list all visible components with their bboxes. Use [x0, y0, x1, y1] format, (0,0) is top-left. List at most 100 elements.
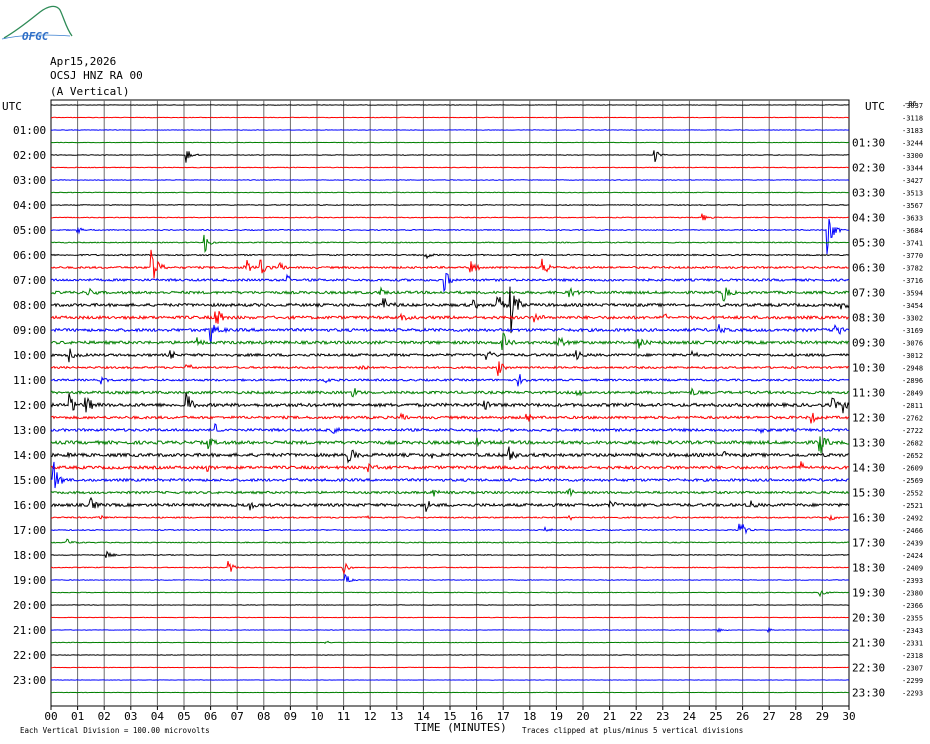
trace-line-11 [50, 234, 850, 254]
left-hour-label: 07:00 [13, 274, 46, 287]
right-top-label: -86 [904, 100, 917, 108]
header-station: OCSJ HNZ RA 00 [50, 69, 143, 82]
x-tick-label: 11 [337, 710, 350, 723]
header-date: Apr15,2026 [50, 55, 116, 68]
right-half-hour-label: 02:30 [852, 162, 885, 175]
left-hour-label: 17:00 [13, 524, 46, 537]
right-half-hour-label: 20:30 [852, 612, 885, 625]
right-half-hour-label: 15:30 [852, 487, 885, 500]
trace-line-32 [50, 496, 850, 512]
right-half-hour-label: 11:30 [852, 387, 885, 400]
trace-offset-label: -3300 [902, 152, 923, 160]
trace-offset-label: -2393 [902, 577, 923, 585]
trace-offset-label: -2609 [902, 465, 923, 473]
trace-offset-label: -2849 [902, 390, 923, 398]
x-tick-label: 02 [98, 710, 111, 723]
trace-offset-label: -3684 [902, 227, 923, 235]
trace-line-9 [50, 213, 850, 221]
trace-offset-label: -2343 [902, 627, 923, 635]
logo-mountain-icon [3, 5, 73, 39]
trace-line-18 [50, 323, 850, 344]
trace-offset-label: -2331 [902, 640, 923, 648]
trace-offset-label: -3716 [902, 277, 923, 285]
trace-offset-label: -3513 [902, 190, 923, 198]
left-hour-label: 11:00 [13, 374, 46, 387]
trace-line-14 [50, 272, 850, 293]
left-hour-label: 23:00 [13, 674, 46, 687]
trace-offset-label: -3567 [902, 202, 923, 210]
trace-line-37 [50, 560, 850, 575]
x-tick-label: 13 [390, 710, 403, 723]
trace-offset-label: -2762 [902, 415, 923, 423]
trace-line-42 [50, 626, 850, 634]
trace-line-5 [50, 166, 850, 169]
left-hour-label: 20:00 [13, 599, 46, 612]
trace-line-43 [50, 640, 850, 644]
right-half-hour-label: 01:30 [852, 137, 885, 150]
trace-offset-label: -2492 [902, 515, 923, 523]
right-half-hour-label: 17:30 [852, 537, 885, 550]
trace-line-39 [50, 590, 850, 598]
trace-offset-label: -3244 [902, 140, 923, 148]
left-hour-label: 15:00 [13, 474, 46, 487]
right-half-hour-label: 12:30 [852, 412, 885, 425]
trace-offset-label: -2380 [902, 590, 923, 598]
trace-line-4 [50, 150, 850, 163]
left-hour-label: 10:00 [13, 349, 46, 362]
trace-line-8 [50, 203, 850, 206]
trace-offset-label: -2521 [902, 502, 923, 510]
trace-offset-label: -2466 [902, 527, 923, 535]
left-hour-label: 12:00 [13, 399, 46, 412]
right-half-hour-label: 06:30 [852, 262, 885, 275]
right-half-hour-label: 13:30 [852, 437, 885, 450]
footer-division-note: Each Vertical Division = 100.00 microvol… [20, 726, 210, 735]
trace-offset-label: -2896 [902, 377, 923, 385]
trace-offset-label: -3782 [902, 265, 923, 273]
trace-line-19 [50, 333, 850, 350]
trace-offset-label: -2948 [902, 365, 923, 373]
x-tick-label: 25 [709, 710, 722, 723]
x-tick-label: 04 [151, 710, 165, 723]
trace-offset-label: -2569 [902, 477, 923, 485]
trace-offset-label: -3427 [902, 177, 923, 185]
x-tick-label: 12 [364, 710, 377, 723]
trace-line-16 [50, 286, 850, 334]
left-hour-label: 22:00 [13, 649, 46, 662]
x-tick-label: 27 [763, 710, 776, 723]
trace-offset-label: -3770 [902, 252, 923, 260]
trace-line-34 [50, 523, 850, 535]
left-hour-label: 06:00 [13, 249, 46, 262]
x-tick-label: 21 [603, 710, 616, 723]
x-tick-label: 08 [257, 710, 270, 723]
x-tick-label: 24 [683, 710, 697, 723]
right-half-hour-label: 16:30 [852, 512, 885, 525]
left-hour-label: 01:00 [13, 124, 46, 137]
trace-offset-label: -2439 [902, 540, 923, 548]
trace-line-23 [50, 387, 850, 398]
x-tick-label: 23 [656, 710, 669, 723]
x-tick-label: 09 [284, 710, 297, 723]
trace-line-12 [50, 253, 850, 260]
logo-wave-icon [1, 34, 71, 40]
x-tick-label: 26 [736, 710, 749, 723]
left-hour-label: 18:00 [13, 549, 46, 562]
trace-line-29 [50, 461, 850, 473]
x-tick-label: 00 [44, 710, 57, 723]
trace-line-22 [50, 374, 850, 387]
x-tick-label: 06 [204, 710, 217, 723]
right-half-hour-label: 23:30 [852, 687, 885, 700]
left-hour-label: 05:00 [13, 224, 46, 237]
left-hour-label: 09:00 [13, 324, 46, 337]
trace-offset-label: -2652 [902, 452, 923, 460]
x-tick-label: 17 [497, 710, 510, 723]
trace-offset-label: -3037 [902, 102, 923, 110]
x-tick-labels: 00 01 02 03 04 05 06 07 08 09 10 11 12 13 14 15 16 17 18 19… [44, 706, 856, 723]
trace-offset-label: -3344 [902, 165, 923, 173]
right-half-hour-label: 04:30 [852, 212, 885, 225]
x-tick-label: 01 [71, 710, 84, 723]
trace-offset-label: -3302 [902, 315, 923, 323]
logo-text: OFGC [22, 30, 49, 43]
left-hour-label: 19:00 [13, 574, 46, 587]
trace-offset-label: -3118 [902, 115, 923, 123]
x-tick-label: 19 [550, 710, 563, 723]
